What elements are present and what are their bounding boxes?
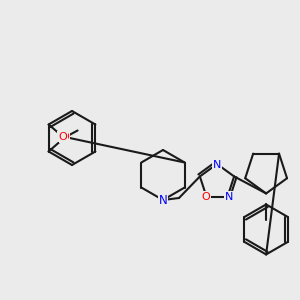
Text: N: N — [159, 194, 167, 206]
Text: N: N — [224, 192, 233, 202]
Text: N: N — [213, 160, 221, 170]
Text: O: O — [201, 192, 210, 202]
Text: O: O — [60, 133, 69, 142]
Text: O: O — [58, 131, 67, 142]
